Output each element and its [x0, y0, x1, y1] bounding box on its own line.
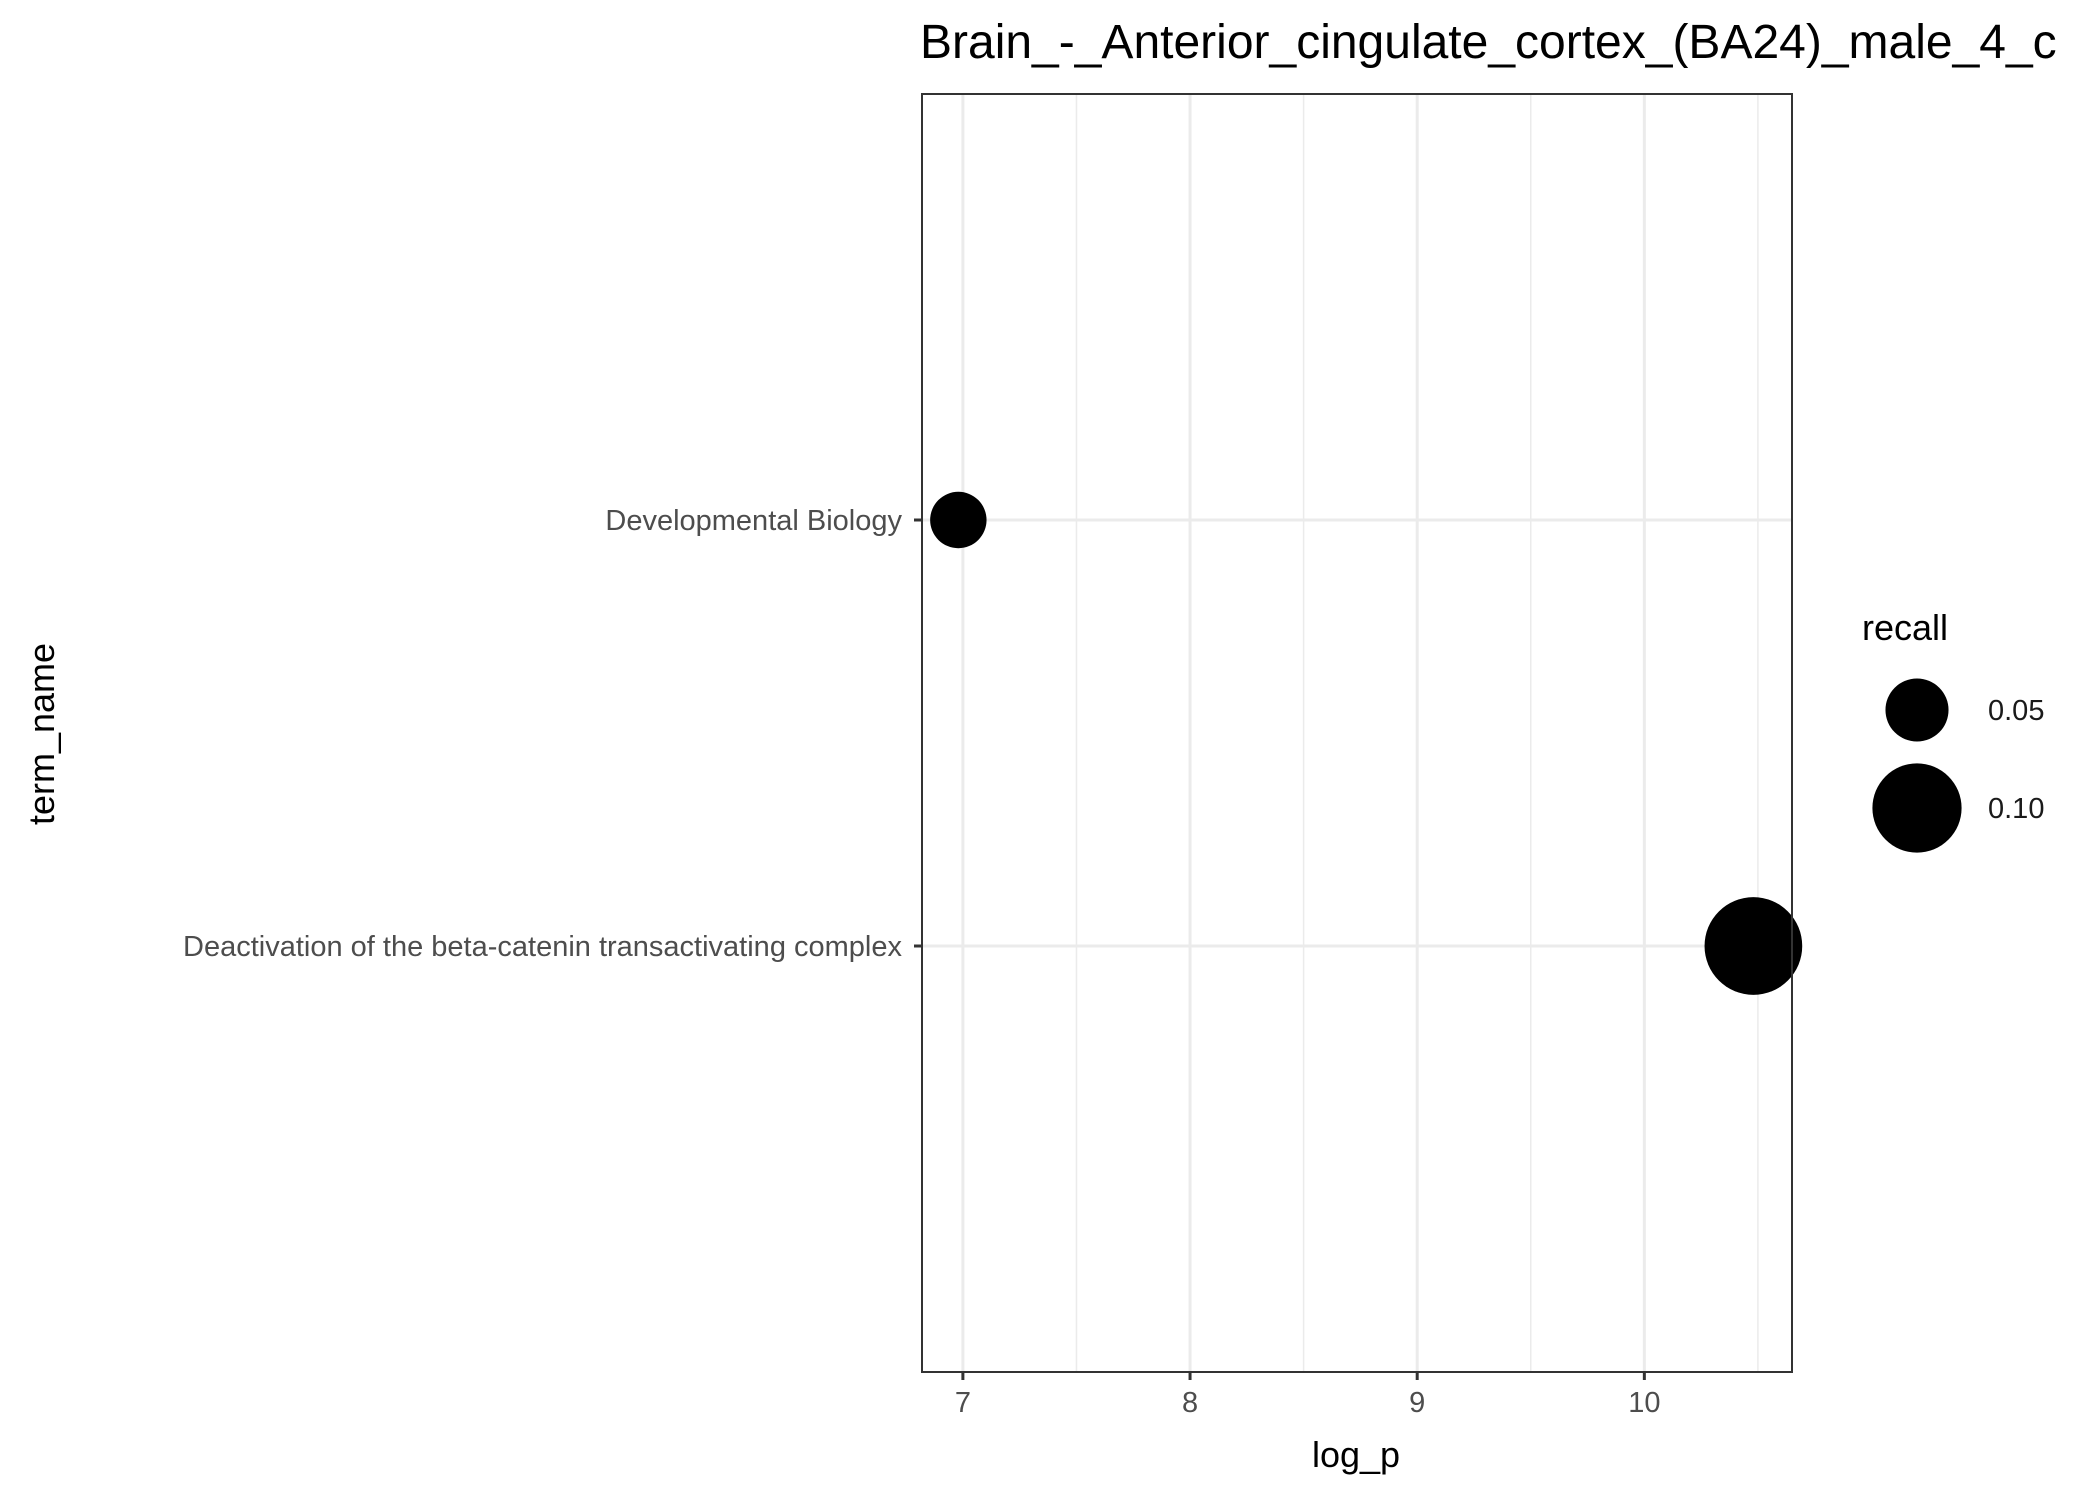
legend-title: recall [1862, 607, 1948, 648]
size-legend: recall 0.05 0.10 [1862, 607, 2044, 853]
x-tick-label: 9 [1409, 1387, 1425, 1419]
y-axis-title: term_name [21, 643, 62, 825]
x-tick-label: 8 [1182, 1387, 1198, 1419]
plot-panel [922, 94, 1792, 1372]
axes: 7 8 9 10 Developmental Biology Deactivation o… [183, 93, 1793, 1419]
chart-title: Brain_-_Anterior_cingulate_cortex_(BA24)… [920, 16, 2057, 69]
x-tick-label: 7 [955, 1387, 971, 1419]
panel-border [921, 93, 1793, 1373]
legend-key [1885, 678, 1949, 742]
data-point [930, 491, 987, 549]
panel-background [922, 94, 1792, 1372]
x-tick-label: 10 [1628, 1387, 1660, 1419]
legend-label: 0.05 [1988, 695, 2044, 727]
data-point [1704, 897, 1803, 995]
x-axis-title: log_p [1312, 1434, 1400, 1475]
y-tick-label: Deactivation of the beta-catenin transac… [183, 931, 902, 963]
legend-label: 0.10 [1988, 793, 2044, 825]
data-points [930, 491, 1803, 995]
y-tick-label: Developmental Biology [605, 505, 902, 537]
legend-key [1872, 763, 1962, 853]
